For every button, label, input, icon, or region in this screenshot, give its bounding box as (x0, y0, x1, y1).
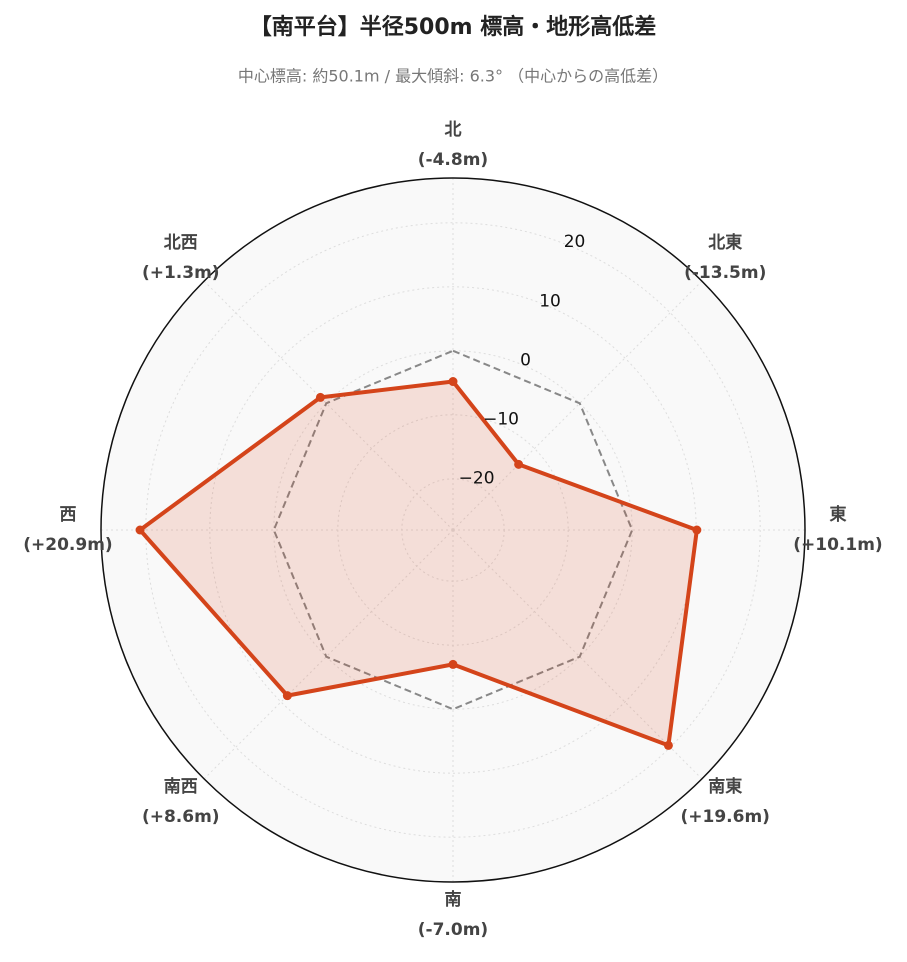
category-label: 北 (445, 120, 462, 140)
grid-circle (145, 222, 761, 838)
data-point (282, 691, 292, 701)
grid-circle (273, 350, 633, 710)
spoke (452, 280, 703, 531)
data-point (315, 392, 325, 402)
value-label: (-7.0m) (418, 920, 488, 940)
category-label: 西 (60, 505, 77, 525)
grid-circle (401, 478, 505, 582)
category-label: 北東 (708, 232, 742, 253)
r-tick-label: 0 (520, 350, 531, 370)
r-tick-label: 10 (539, 291, 561, 311)
chart-subtitle: 中心標高: 約50.1m / 最大傾斜: 6.3° （中心からの高低差） (238, 67, 668, 86)
zero-reference (272, 349, 634, 711)
value-label: (+20.9m) (23, 535, 112, 555)
grid-circle (337, 414, 569, 646)
data-point (135, 525, 145, 535)
value-label: (-4.8m) (418, 150, 488, 170)
value-label: (+19.6m) (681, 807, 770, 827)
data-point (448, 659, 458, 669)
r-tick-label: −10 (483, 410, 519, 430)
category-label: 北西 (164, 233, 198, 253)
data-point (663, 740, 673, 750)
value-label: (+1.3m) (142, 263, 220, 283)
r-tick-label: −20 (459, 469, 495, 489)
chart-title: 【南平台】半径500m 標高・地形高低差 (250, 14, 657, 40)
category-label: 南東 (708, 776, 742, 797)
spoke (452, 529, 703, 780)
data-point (692, 525, 702, 535)
category-label: 南西 (164, 776, 198, 797)
outer-ring (100, 177, 806, 883)
value-label: (+8.6m) (142, 807, 220, 827)
spoke (203, 280, 454, 531)
category-label: 南 (445, 889, 462, 910)
data-point (514, 459, 524, 469)
spoke (203, 529, 454, 780)
data-point (448, 377, 458, 387)
category-label: 東 (830, 504, 847, 525)
value-label: (+10.1m) (793, 535, 882, 555)
r-tick-label: 20 (564, 232, 586, 252)
value-label: (-13.5m) (684, 263, 766, 283)
